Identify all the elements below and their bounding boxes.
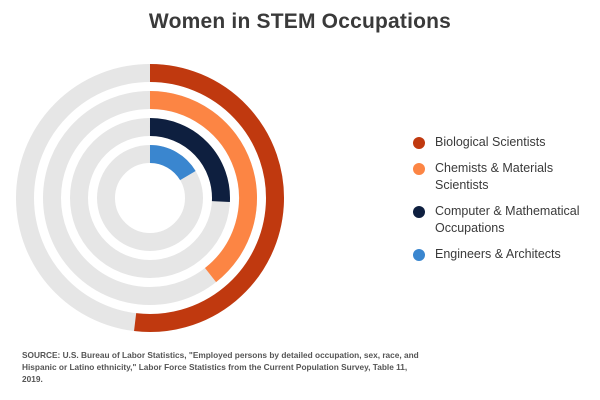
legend-label: Biological Scientists	[435, 135, 546, 149]
legend-item-engineers: Engineers & Architects	[413, 246, 598, 263]
radial-bar-engineers-architects	[149, 145, 196, 181]
legend-swatch	[413, 206, 425, 218]
radial-bar-chemists-materials-scientists	[149, 91, 257, 283]
legend-label: Chemists & Materials Scientists	[435, 161, 554, 192]
legend-item-biological-scientists: Biological Scientists	[413, 134, 598, 151]
legend-swatch	[413, 137, 425, 149]
legend-label: Computer & Mathematical Occupations	[435, 204, 580, 235]
radial-bar-biological-scientists	[134, 64, 284, 332]
legend-label: Engineers & Architects	[435, 247, 561, 261]
legend-item-computer-math: Computer & Mathematical Occupations	[413, 203, 598, 237]
legend-swatch	[413, 163, 425, 175]
legend-item-chemists: Chemists & Materials Scientists	[413, 160, 598, 194]
chart-legend: Biological Scientists Chemists & Materia…	[413, 134, 598, 272]
radial-bar-chart	[16, 64, 284, 332]
radial-bar-computer-mathematical-occupations	[149, 118, 230, 203]
chart-title: Women in STEM Occupations	[148, 10, 452, 33]
legend-swatch	[413, 249, 425, 261]
source-note: SOURCE: U.S. Bureau of Labor Statistics,…	[22, 350, 419, 384]
